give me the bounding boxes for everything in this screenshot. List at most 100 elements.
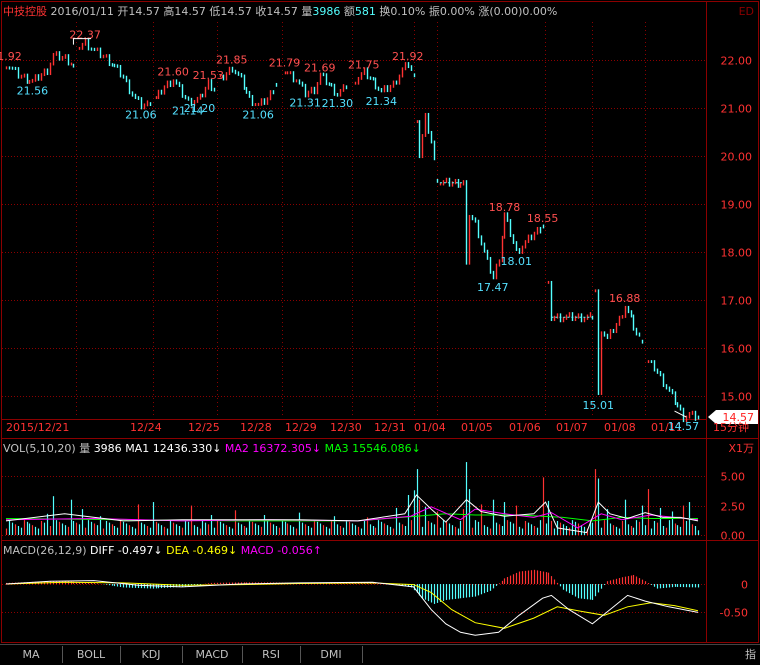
date-axis-label: 12/28 (240, 421, 272, 434)
indicator-tab-bar: MA BOLL KDJ MACD RSI DMI 指 (0, 644, 760, 665)
price-extreme-label: 21.75 (348, 58, 380, 71)
macd-header-field: -0.056↑ (277, 544, 322, 557)
date-axis-label: 12/25 (188, 421, 220, 434)
price-extreme-label: 21.69 (304, 61, 336, 74)
date-axis-label: 01/08 (604, 421, 636, 434)
macd-header-field: -0.497↓ (118, 544, 166, 557)
quote-header-field: 量 (301, 5, 312, 18)
price-extreme-label: 18.78 (489, 201, 521, 214)
macd-dea-line (5, 581, 699, 629)
price-extreme-label: 21.53 (193, 69, 225, 82)
tab-ma[interactable]: MA (0, 646, 63, 663)
tab-boll[interactable]: BOLL (62, 646, 121, 663)
price-extreme-label: 15.01 (583, 399, 615, 412)
price-tick-label: 15.00 (721, 391, 753, 404)
volume-header-field: 12436.330↓ (153, 442, 225, 455)
price-tick-label: 19.00 (721, 199, 753, 212)
macd-header: MACD(26,12,9) DIFF -0.497↓ DEA -0.469↓ M… (3, 544, 322, 557)
price-extreme-label: 18.55 (527, 212, 559, 225)
corner-label: ED (739, 5, 754, 18)
quote-header: 中技控股 2016/01/11 开14.57 高14.57 低14.57 收14… (3, 4, 557, 18)
price-tick-label: 22.00 (721, 55, 753, 68)
current-price-tag-text: 14.57 (723, 411, 755, 424)
quote-header-field: 涨 (478, 5, 489, 18)
price-extreme-label: 21.34 (366, 95, 398, 108)
timeframe-label: 15分钟 (713, 420, 749, 434)
tab-dmi[interactable]: DMI (300, 646, 363, 663)
tab-macd[interactable]: MACD (182, 646, 243, 663)
quote-header-field: 换 (379, 4, 390, 18)
quote-header-field: 14.57 (128, 5, 163, 18)
macd-header-field: MACD(26,12,9) (3, 544, 90, 557)
quote-header-field: 14.57 (174, 5, 209, 18)
volume-header-field: MA3 (325, 442, 353, 455)
price-extreme-label: 21.06 (125, 109, 157, 122)
price-tick-label: 20.00 (721, 151, 753, 164)
volume-header-field: 3986 (94, 442, 126, 455)
volume-header-field: 量 (79, 442, 94, 455)
date-axis-label: 01/07 (556, 421, 588, 434)
volume-header-field: MA1 (125, 442, 153, 455)
volume-header-field: 15546.086↓ (352, 442, 421, 455)
price-extreme-label: 21.20 (184, 102, 216, 115)
date-axis-label: 01/11 (651, 421, 683, 434)
price-extreme-label: 21.92 (392, 50, 424, 63)
current-price-tag (708, 410, 758, 424)
date-axis-label: 01/06 (509, 421, 541, 434)
price-extreme-label: 14.57 (668, 420, 700, 433)
high-marker-line (72, 38, 92, 45)
volume-header-field: VOL(5,10,20) (3, 442, 79, 455)
price-extreme-label: 21.06 (242, 109, 274, 122)
date-axis-label: 01/04 (414, 421, 446, 434)
quote-header-field: 0.10% (390, 5, 428, 18)
macd-header-field: DIFF (90, 544, 118, 557)
quote-header-field: (0.00)0.00% (489, 5, 557, 18)
price-tick-label: 17.00 (721, 295, 753, 308)
price-extreme-label: 21.85 (216, 54, 248, 67)
tab-kdj[interactable]: KDJ (120, 646, 183, 663)
volume-tick-label: 5.00 (721, 471, 746, 484)
price-tick-label: 16.00 (721, 343, 753, 356)
price-extreme-label: 21.14 (172, 105, 204, 118)
quote-header-field: 581 (355, 5, 380, 18)
price-tick-label: 21.00 (721, 103, 753, 116)
date-axis-label: 01/05 (461, 421, 493, 434)
volume-header-field: MA2 (225, 442, 253, 455)
macd-header-field: DEA (166, 544, 192, 557)
macd-tick-label: -0.50 (720, 607, 748, 620)
price-extreme-label: 16.88 (609, 292, 641, 305)
price-tick-label: 18.00 (721, 247, 753, 260)
quote-header-field: 14.57 (220, 5, 255, 18)
quote-header-field: 额 (344, 5, 355, 18)
quote-header-field: 0.00% (440, 5, 478, 18)
volume-tick-label: 2.50 (721, 501, 746, 514)
quote-header-field: 中技控股 (3, 4, 51, 18)
low-marker-line (674, 410, 687, 418)
price-extreme-label: 18.01 (500, 255, 532, 268)
quote-header-field: 开 (117, 5, 128, 18)
volume-header-field: 16372.305↓ (252, 442, 324, 455)
macd-diff-line (5, 580, 699, 636)
macd-header-field: MACD (241, 544, 277, 557)
price-extreme-label: 17.47 (477, 281, 509, 294)
volume-ma3-line (5, 513, 698, 522)
indicator-menu-button[interactable]: 指 (745, 648, 756, 661)
price-extreme-label: 21.79 (269, 56, 301, 69)
volume-tick-label: 0.00 (721, 530, 746, 543)
quote-header-field: 高 (163, 4, 174, 18)
date-axis-label: 2015/12/21 (6, 421, 69, 434)
quote-header-field: 振 (429, 4, 440, 18)
price-extreme-label: 21.31 (289, 97, 321, 110)
outer-frame (1, 1, 759, 643)
date-axis-label: 12/29 (285, 421, 317, 434)
tab-rsi[interactable]: RSI (242, 646, 301, 663)
volume-ma1-line (5, 494, 699, 534)
volume-header: VOL(5,10,20) 量 3986 MA1 12436.330↓ MA2 1… (3, 442, 421, 455)
price-extreme-label: 21.92 (0, 50, 22, 63)
macd-header-field: -0.469↓ (193, 544, 241, 557)
quote-header-field: 2016/01/11 (51, 5, 118, 18)
price-extreme-label: 22.37 (69, 29, 101, 42)
date-axis-label: 12/31 (374, 421, 406, 434)
price-extreme-label: 21.56 (17, 85, 49, 98)
